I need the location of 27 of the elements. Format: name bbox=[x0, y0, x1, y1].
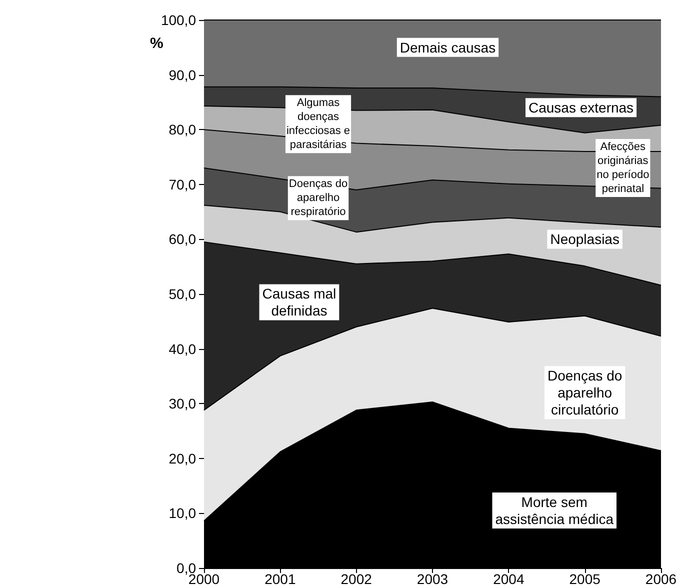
x-tick-label: 2005 bbox=[569, 571, 601, 587]
y-tick-label: 80,0 bbox=[168, 122, 196, 138]
y-tick-label: 70,0 bbox=[168, 176, 196, 192]
series-label: Causas externas bbox=[528, 100, 634, 116]
series-label: Doenças do aparelho circulatório bbox=[547, 368, 622, 418]
y-axis-title: % bbox=[150, 35, 164, 52]
x-tick-label: 2001 bbox=[264, 571, 296, 587]
y-tick-label: 20,0 bbox=[168, 450, 196, 466]
series-label: Algumas doenças infecciosas e parasitárias bbox=[286, 97, 350, 152]
y-tick-label: 90,0 bbox=[168, 66, 196, 83]
series-label: Doenças do aparelho respiratório bbox=[288, 178, 348, 218]
y-tick-label: 0,0 bbox=[176, 560, 196, 576]
x-tick-label: 2002 bbox=[340, 571, 372, 587]
x-tick-label: 2004 bbox=[493, 571, 524, 587]
series-label: Morte sem assistência médica bbox=[495, 494, 614, 527]
y-tick-label: 40,0 bbox=[168, 340, 196, 357]
x-tick-label: 2003 bbox=[416, 571, 448, 587]
x-tick-label: 2006 bbox=[645, 571, 677, 587]
y-tick-label: 50,0 bbox=[168, 286, 196, 302]
y-tick-label: 30,0 bbox=[168, 396, 196, 412]
y-tick-label: 100,0 bbox=[160, 12, 196, 28]
y-tick-label: 10,0 bbox=[168, 505, 196, 522]
series-label: Causas mal definidas bbox=[262, 286, 336, 319]
series-label: Demais causas bbox=[400, 39, 496, 56]
series-label: Afecções originárias no período perinatal bbox=[596, 140, 650, 195]
series-label: Neoplasias bbox=[550, 231, 620, 248]
y-tick-label: 60,0 bbox=[168, 231, 196, 248]
